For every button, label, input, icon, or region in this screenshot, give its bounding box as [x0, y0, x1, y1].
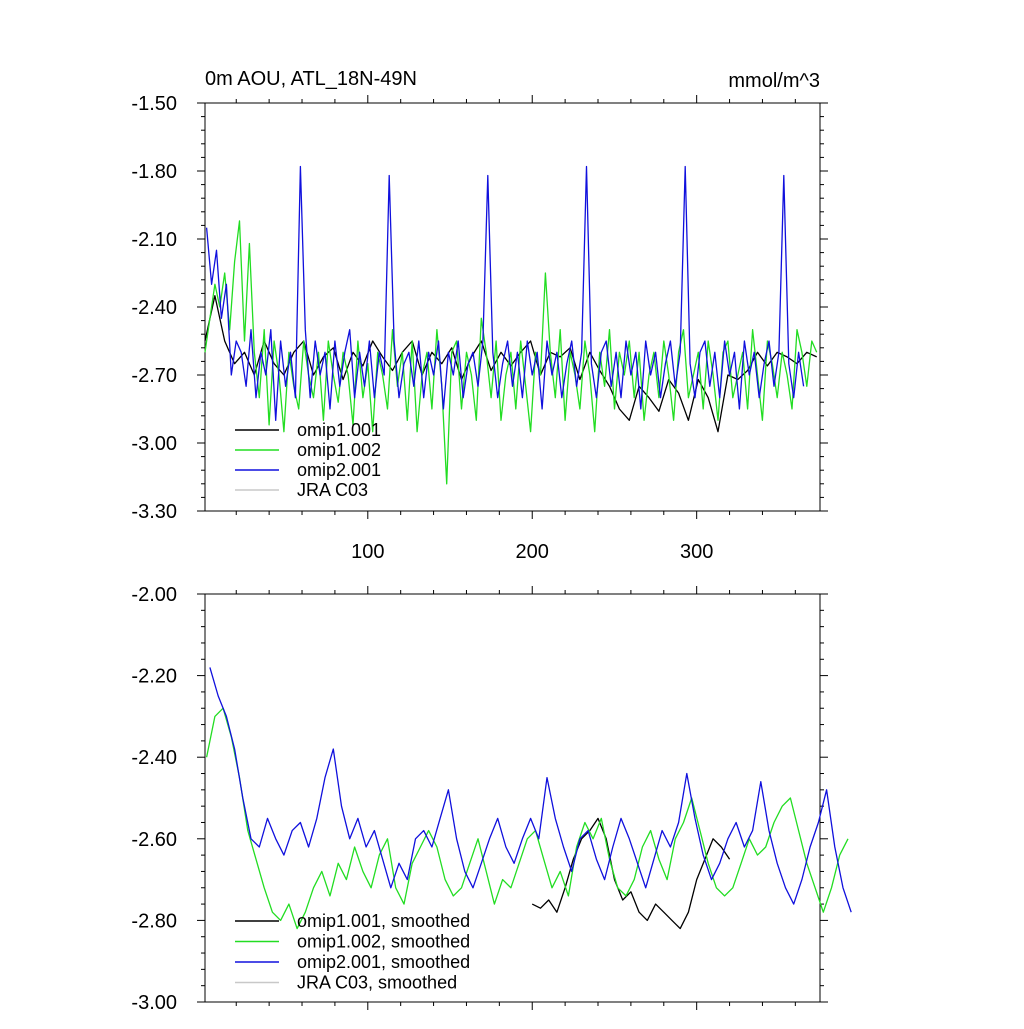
top-legend-label-omip1-002: omip1.002	[297, 440, 381, 460]
bottom-legend-label-omip2-001-smoothed: omip2.001, smoothed	[297, 952, 470, 972]
top-tick-marks	[197, 95, 828, 519]
top-legend-label-jra-c03: JRA C03	[297, 480, 368, 500]
bottom-legend-label-omip1-002-smoothed: omip1.002, smoothed	[297, 932, 470, 952]
bottom-y-tick-label: -2.80	[131, 910, 177, 932]
top-y-tick-label: -3.30	[131, 501, 177, 523]
top-y-tick-label: -1.80	[131, 161, 177, 183]
top-y-tick-label: -2.10	[131, 229, 177, 251]
top-chart-units: mmol/m^3	[728, 70, 820, 92]
bottom-series-omip1-002-smoothed	[205, 707, 849, 930]
top-x-tick-label: 300	[680, 541, 713, 563]
bottom-plot-frame	[204, 593, 821, 1003]
top-legend-label-omip2-001: omip2.001	[297, 460, 381, 480]
bottom-tick-marks	[197, 586, 828, 1010]
bottom-y-tick-labels: -2.00 -2.20 -2.40 -2.60 -2.80 -3.00	[131, 584, 177, 1014]
top-x-tick-label: 200	[516, 541, 549, 563]
top-y-tick-label: -3.00	[131, 433, 177, 455]
top-y-tick-label: -2.40	[131, 297, 177, 319]
bottom-y-tick-label: -3.00	[131, 992, 177, 1014]
top-series-omip2-001	[205, 165, 805, 421]
top-y-tick-label: -2.70	[131, 365, 177, 387]
top-y-tick-labels: -1.50 -1.80 -2.10 -2.40 -2.70 -3.00 -3.30	[131, 93, 177, 523]
bottom-panel: -2.00 -2.20 -2.40 -2.60 -2.80 -3.00 omip1.001…	[131, 584, 852, 1014]
top-panel: 0m AOU, ATL_18N-49N mmol/m^3 -1.50-1.80-…	[131, 68, 828, 563]
top-x-tick-labels: 100 200 300	[351, 541, 713, 563]
bottom-y-tick-label: -2.40	[131, 747, 177, 769]
bottom-y-tick-label: -2.60	[131, 829, 177, 851]
bottom-y-tick-label: -2.20	[131, 666, 177, 688]
bottom-series-omip1-001-smoothed	[531, 817, 731, 930]
bottom-series-lines	[205, 667, 852, 930]
top-y-tick-label: -1.50	[131, 93, 177, 115]
top-legend-label-omip1-001: omip1.001	[297, 420, 381, 440]
bottom-series-omip2-001-smoothed	[209, 667, 852, 913]
bottom-legend-label-omip1-001-smoothed: omip1.001, smoothed	[297, 911, 470, 931]
top-x-tick-label: 100	[351, 541, 384, 563]
top-series-omip1-002	[204, 220, 818, 485]
bottom-legend-label-jra-c03-smoothed: JRA C03, smoothed	[297, 973, 457, 993]
bottom-y-tick-label: -2.00	[131, 584, 177, 606]
top-chart-title: 0m AOU, ATL_18N-49N	[205, 68, 417, 90]
top-series-lines	[204, 165, 818, 485]
